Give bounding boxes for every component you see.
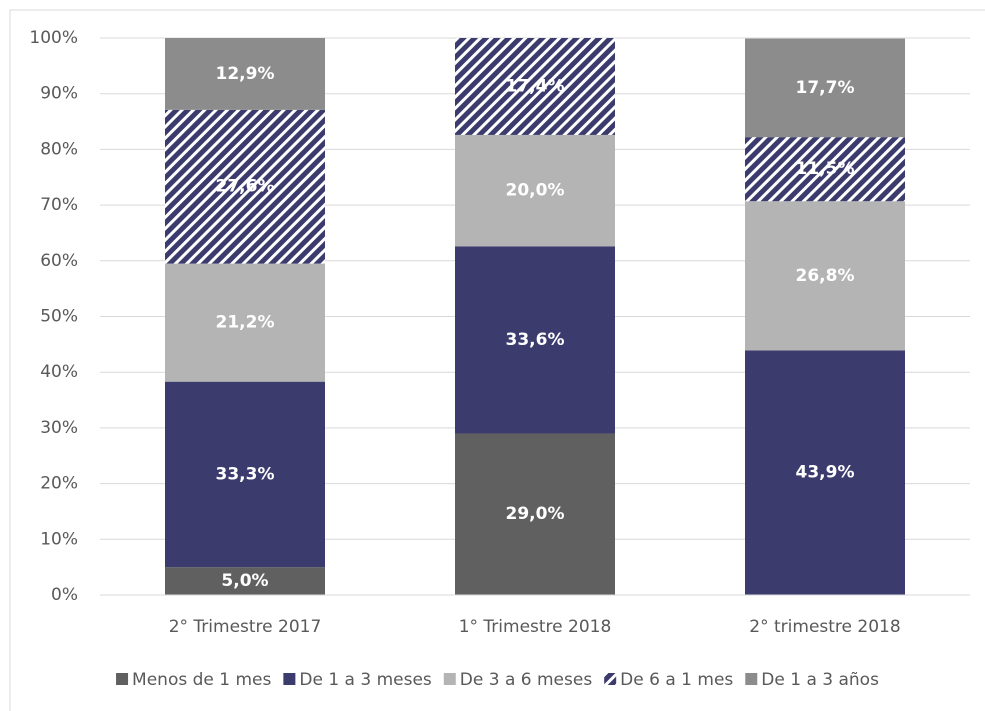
- data-label: 11,5%: [796, 159, 855, 179]
- legend-swatch: [116, 673, 129, 685]
- y-tick-label: 50%: [40, 307, 78, 327]
- x-tick-label: 1° Trimestre 2018: [459, 617, 612, 637]
- y-tick-label: 70%: [40, 195, 78, 215]
- data-label: 21,2%: [216, 313, 275, 333]
- y-tick-label: 80%: [40, 139, 78, 159]
- bar-segment: [745, 38, 905, 138]
- data-label: 33,6%: [506, 330, 565, 350]
- bar-segment: [745, 137, 905, 202]
- y-tick-label: 40%: [40, 362, 78, 382]
- data-label: 43,9%: [796, 463, 855, 483]
- data-label: 27,6%: [216, 177, 275, 197]
- data-label: 33,3%: [216, 464, 275, 484]
- data-label: 5,0%: [221, 571, 268, 591]
- data-label: 17,7%: [796, 78, 855, 98]
- bar-segment: [455, 246, 615, 434]
- data-label: 20,0%: [506, 181, 565, 201]
- legend-label: De 6 a 1 mes: [620, 670, 733, 690]
- legend-label: De 3 a 6 meses: [460, 670, 593, 690]
- y-tick-label: 20%: [40, 474, 78, 494]
- bar-segment: [165, 567, 325, 595]
- legend: Menos de 1 mes De 1 a 3 meses De 3 a 6 mes…: [116, 670, 879, 690]
- chart-border: [9, 9, 985, 711]
- legend-label: Menos de 1 mes: [132, 670, 271, 690]
- bar-segment: [455, 433, 615, 595]
- data-label: 12,9%: [216, 64, 275, 84]
- legend-swatch: [604, 673, 617, 685]
- x-tick-label: 2° Trimestre 2017: [169, 617, 322, 637]
- data-label: 26,8%: [796, 266, 855, 286]
- data-label: 29,0%: [506, 504, 565, 524]
- bar-segment: [165, 381, 325, 568]
- bar-segment: [455, 38, 615, 135]
- y-tick-label: 90%: [40, 84, 78, 104]
- bar-segment: [745, 350, 905, 595]
- x-tick-label: 2° trimestre 2018: [749, 617, 900, 637]
- y-tick-label: 30%: [40, 418, 78, 438]
- legend-swatch: [283, 673, 296, 685]
- y-tick-label: 60%: [40, 251, 78, 271]
- y-tick-label: 100%: [29, 28, 78, 48]
- bar-segment: [165, 263, 325, 382]
- bar-segment: [745, 201, 905, 351]
- legend-label: De 1 a 3 meses: [299, 670, 432, 690]
- y-tick-label: 0%: [51, 585, 78, 605]
- legend-swatch: [745, 673, 758, 685]
- y-tick-label: 10%: [40, 529, 78, 549]
- data-label: 17,4%: [506, 76, 565, 96]
- bar-segment: [165, 109, 325, 264]
- bar-segment: [455, 134, 615, 247]
- legend-label: De 1 a 3 años: [761, 670, 879, 690]
- bar-segment: [165, 38, 325, 110]
- legend-swatch: [443, 673, 456, 685]
